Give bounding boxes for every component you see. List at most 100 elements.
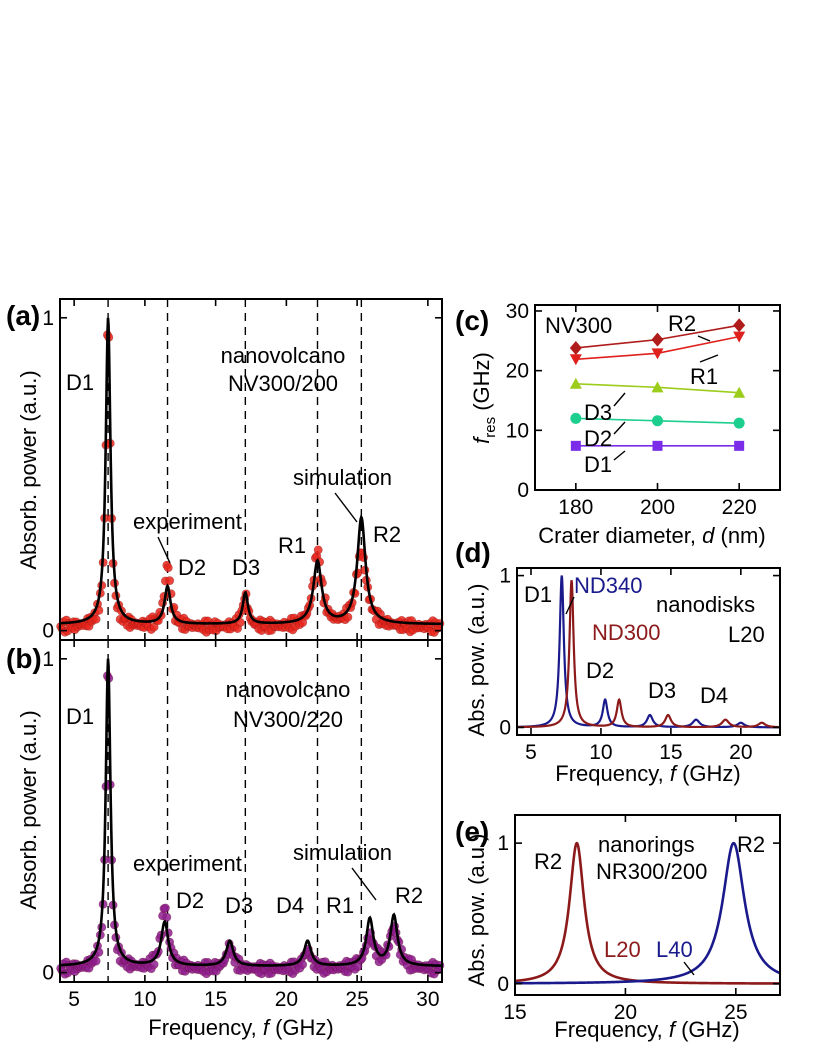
peak-label-b-D1: D1 (66, 704, 94, 729)
panel-label-a: (a) (6, 300, 40, 331)
marker-c-D1-1 (652, 440, 663, 451)
x-tick-label-e-0: 15 (503, 1001, 526, 1024)
y-tick-label-e-0: 0 (497, 973, 509, 996)
series-label-c-R1: R1 (690, 364, 718, 389)
y-tick-label-c-1: 10 (506, 419, 529, 442)
annotation-b-experiment: experiment (133, 851, 242, 876)
y-tick-label-d-0: 0 (499, 716, 511, 739)
legend-e-L20: L20 (604, 937, 641, 962)
panel-b-series (56, 640, 445, 982)
y-tick-label-e-1: 1 (497, 832, 509, 855)
leader-c-R1 (699, 354, 719, 363)
panel-c-ticks: 180 200 220 0 10 20 30 (506, 300, 780, 519)
x-tick-label-d-2: 15 (659, 741, 682, 764)
marker-c-R2-1 (651, 332, 664, 347)
panel-b-ylabel: Absorb. power (a.u.) (16, 710, 41, 909)
y-tick-label-d-1: 1 (499, 565, 511, 588)
series-label-c-R2: R2 (668, 311, 696, 336)
panel-a-ticks: 01 (42, 299, 442, 643)
y-tick-label-b-0: 0 (42, 962, 54, 985)
x-tick-label-b-5: 30 (416, 988, 439, 1011)
series-c-D1 (570, 440, 745, 451)
marker-c-D1-2 (734, 440, 745, 451)
series-e-L40 (514, 841, 781, 985)
leader-c-D2 (613, 421, 626, 435)
peak-label-d-D4: D4 (700, 683, 728, 708)
x-tick-label-d-0: 5 (525, 741, 537, 764)
panel-c: (c) 180 200 220 0 10 20 30 fres (GHz) NV300 R2… (455, 300, 781, 548)
panel-d-series (516, 575, 781, 729)
marker-c-D2-0 (570, 412, 582, 424)
peak-label-a-R1: R1 (278, 533, 306, 558)
series-label-c-D2: D2 (584, 426, 612, 451)
y-tick-label-c-2: 20 (506, 360, 529, 383)
x-tick-label-c-1: 200 (640, 496, 675, 519)
panel-a-title-line2: NV300/200 (228, 371, 338, 396)
leader-a-simulation (334, 492, 358, 523)
y-tick-label-b-1: 1 (42, 648, 54, 671)
data-point-a-77 (165, 576, 175, 586)
panel-b-ticks: 5 10 15 20 25 30 0 1 (42, 640, 442, 1011)
peak-label-b-R2: R2 (395, 883, 423, 908)
panel-label-c: (c) (455, 305, 489, 336)
data-point-a-76 (163, 563, 173, 573)
legend-d-ND340: ND340 (574, 573, 642, 598)
leader-d-ND340 (565, 596, 575, 615)
panel-c-xlabel: Crater diameter, d (nm) (538, 523, 765, 548)
peak-label-a-R2: R2 (373, 522, 401, 547)
legend-e-L40: L40 (656, 937, 693, 962)
peak-label-b-D3: D3 (225, 893, 253, 918)
panel-d-frame (516, 567, 781, 736)
marker-c-D3-2 (733, 386, 746, 398)
series-c-R2 (569, 318, 746, 355)
peak-label-b-D2: D2 (176, 888, 204, 913)
data-point-a-203 (343, 612, 353, 622)
panel-e-subtitle: NR300/200 (596, 859, 707, 884)
annotation-a-simulation: simulation (293, 465, 392, 490)
x-tick-label-e-2: 25 (724, 1001, 747, 1024)
data-point-b-74 (160, 903, 170, 913)
x-tick-label-c-0: 180 (558, 496, 593, 519)
x-tick-label-b-1: 10 (133, 988, 156, 1011)
series-c-R1 (569, 331, 746, 366)
leader-a-experiment (157, 536, 171, 564)
leader-e-L40 (683, 961, 695, 976)
panel-d-xlabel: Frequency, f (GHz) (555, 761, 740, 786)
marker-c-R1-0 (569, 354, 582, 366)
peak-label-e-R2-left: R2 (534, 849, 562, 874)
panel-c-ylabel: fres (GHz) (469, 352, 499, 444)
peak-label-d-D1: D1 (524, 582, 552, 607)
peak-label-a-D2: D2 (178, 555, 206, 580)
series-c-D3 (569, 377, 746, 398)
panel-a-ylabel: Absorb. power (a.u.) (16, 370, 41, 569)
data-point-a-182 (313, 545, 323, 555)
leader-c-D1 (613, 450, 626, 461)
y-tick-label-a-0: 0 (42, 620, 54, 643)
annotation-a-experiment: experiment (133, 509, 242, 534)
y-tick-label-c-0: 0 (517, 479, 529, 502)
panel-b: (b) 5 10 15 20 25 30 0 1 Absorb. power (a.u.) n… (6, 639, 445, 1040)
x-tick-label-d-3: 20 (729, 741, 752, 764)
marker-c-D2-2 (733, 417, 745, 429)
panel-d-subtitle: L20 (728, 622, 765, 647)
panel-b-xlabel: Frequency, f (GHz) (148, 1015, 333, 1040)
y-tick-label-c-3: 30 (506, 300, 529, 323)
series-label-c-D1: D1 (584, 452, 612, 477)
peak-label-a-D1: D1 (66, 370, 94, 395)
peak-label-a-D3: D3 (232, 555, 260, 580)
panel-b-frame (59, 639, 443, 983)
marker-c-R2-0 (569, 340, 582, 355)
y-tick-label-a-1: 1 (42, 307, 54, 330)
panel-d-ylabel: Abs. pow. (a.u.) (464, 584, 489, 737)
series-c-D2 (570, 412, 745, 429)
panel-b-title-line2: NV300/220 (233, 707, 343, 732)
peak-label-e-R2-right: R2 (737, 832, 765, 857)
panel-b-title-line1: nanovolcano (226, 677, 351, 702)
panel-e-ticks: 15 20 25 0 1 (497, 815, 780, 1024)
panel-a-series (56, 299, 445, 640)
marker-c-D3-0 (569, 377, 582, 389)
panel-label-b: (b) (6, 643, 42, 674)
panel-e-title: nanorings (598, 832, 695, 857)
